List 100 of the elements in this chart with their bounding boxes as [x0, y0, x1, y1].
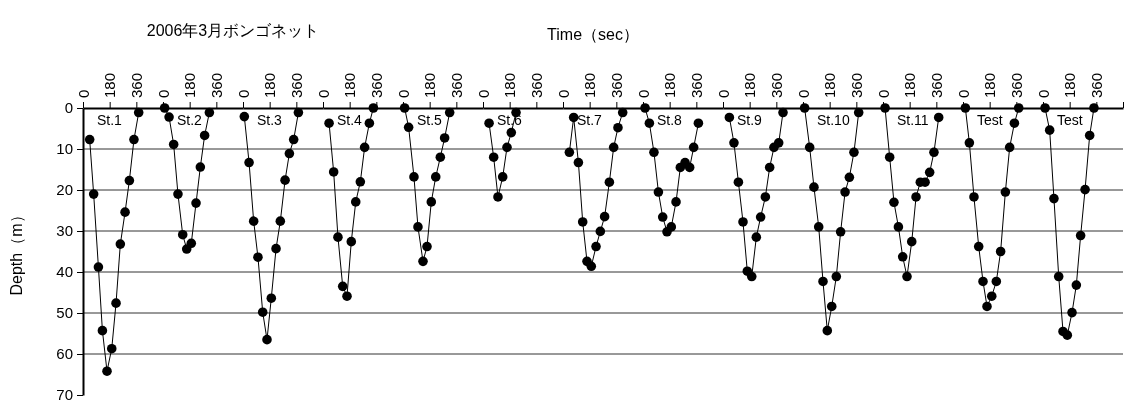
point [671, 197, 681, 207]
point [809, 182, 819, 192]
point [1053, 271, 1064, 282]
point [493, 192, 503, 202]
point [88, 189, 99, 199]
point [591, 241, 601, 252]
point [244, 157, 254, 168]
x-tick-label: 180 [181, 72, 199, 98]
x-tick-label: 360 [608, 72, 626, 98]
point [403, 122, 414, 133]
point [568, 112, 579, 123]
point [275, 216, 286, 226]
x-tick-label: 180 [1061, 72, 1079, 98]
series-label: St.5 [417, 112, 443, 128]
point [111, 298, 121, 308]
x-tick-label: 180 [821, 72, 839, 98]
point [293, 107, 304, 118]
x-tick-label: 360 [528, 72, 546, 98]
point [409, 172, 419, 182]
point [897, 252, 908, 262]
point [778, 107, 788, 118]
point [115, 239, 126, 249]
x-tick-label: 180 [901, 72, 919, 98]
point [346, 236, 357, 247]
point [995, 246, 1006, 257]
x-tick-label: 360 [448, 72, 466, 98]
y-tick-label: 30 [56, 222, 73, 240]
point [688, 142, 699, 153]
point [818, 276, 828, 287]
point [84, 134, 95, 145]
point [608, 142, 619, 153]
point [177, 229, 188, 240]
series-label: St.7 [577, 112, 603, 128]
x-tick-label: 360 [848, 72, 866, 98]
point [248, 216, 259, 226]
point [1071, 280, 1082, 290]
point [604, 177, 615, 187]
point [884, 152, 895, 162]
point [413, 222, 423, 232]
point [973, 241, 984, 252]
point [280, 175, 290, 185]
point [102, 366, 112, 376]
point [444, 107, 455, 118]
point [1049, 193, 1059, 204]
point [430, 172, 441, 182]
x-tick-label: 360 [208, 72, 226, 98]
point [129, 134, 139, 145]
point [195, 162, 206, 172]
point [924, 167, 935, 178]
x-tick-label: 180 [581, 72, 599, 98]
point [599, 211, 610, 222]
x-tick-label: 0 [474, 89, 492, 98]
point [644, 118, 655, 128]
x-tick-label: 360 [1088, 72, 1106, 98]
point [364, 118, 375, 128]
point [484, 118, 494, 128]
point [773, 138, 784, 148]
point [844, 172, 855, 183]
point [253, 252, 263, 263]
y-tick-label: 60 [56, 345, 73, 363]
point [933, 112, 944, 123]
point [1075, 230, 1086, 241]
y-tick-label: 70 [56, 386, 73, 404]
point [986, 291, 997, 301]
point [906, 236, 917, 247]
point [1080, 184, 1090, 195]
point [760, 192, 771, 202]
point [1009, 118, 1020, 128]
point [902, 271, 912, 282]
point [693, 118, 704, 128]
x-tick-label: 180 [101, 72, 119, 98]
point [239, 111, 250, 122]
point [1084, 130, 1095, 141]
point [666, 222, 677, 232]
point [173, 189, 183, 199]
point [204, 107, 215, 118]
point [368, 103, 379, 113]
x-tick-label: 360 [368, 72, 386, 98]
point [577, 217, 588, 227]
point [342, 291, 352, 301]
point [502, 142, 512, 153]
series-label: St.2 [177, 112, 203, 128]
point [840, 187, 850, 197]
series-label: St.1 [97, 112, 123, 128]
point [831, 271, 842, 282]
point [168, 139, 179, 150]
point [418, 256, 428, 267]
x-tick-label: 360 [928, 72, 946, 98]
y-tick-label: 10 [56, 140, 73, 158]
point [257, 307, 268, 317]
point [889, 197, 899, 208]
point [822, 325, 833, 336]
point [564, 147, 575, 158]
point [1067, 307, 1077, 318]
x-tick-label: 0 [874, 89, 892, 98]
x-tick-label: 0 [714, 89, 732, 98]
y-tick-label: 50 [56, 304, 73, 322]
point [120, 207, 130, 217]
point [978, 276, 988, 287]
point [849, 147, 859, 158]
